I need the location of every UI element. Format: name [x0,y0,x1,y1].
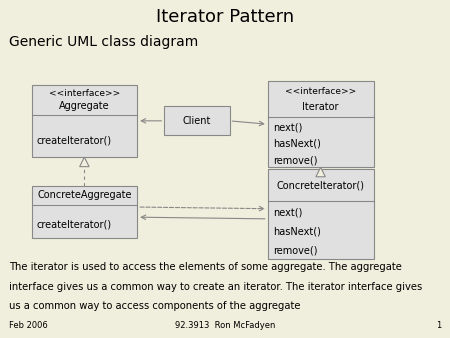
Polygon shape [80,157,89,167]
Polygon shape [316,167,325,177]
Text: createIterator(): createIterator() [37,220,112,230]
Text: Client: Client [183,116,211,126]
Text: Generic UML class diagram: Generic UML class diagram [9,35,198,49]
FancyBboxPatch shape [164,106,230,135]
Text: The iterator is used to access the elements of some aggregate. The aggregate: The iterator is used to access the eleme… [9,262,402,272]
Text: interface gives us a common way to create an iterator. The iterator interface gi: interface gives us a common way to creat… [9,282,422,292]
FancyBboxPatch shape [32,186,137,238]
FancyBboxPatch shape [268,169,374,259]
Text: <<interface>>: <<interface>> [285,87,356,96]
Text: ConcreteIterator(): ConcreteIterator() [277,180,364,190]
Text: hasNext(): hasNext() [273,227,321,237]
FancyBboxPatch shape [32,84,137,157]
Text: <<interface>>: <<interface>> [49,89,120,98]
Text: remove(): remove() [273,155,318,166]
Text: Aggregate: Aggregate [59,101,110,112]
Text: Feb 2006: Feb 2006 [9,320,48,330]
Text: hasNext(): hasNext() [273,139,321,149]
Text: createIterator(): createIterator() [37,135,112,145]
Text: remove(): remove() [273,246,318,256]
Text: 92.3913  Ron McFadyen: 92.3913 Ron McFadyen [175,320,275,330]
Text: next(): next() [273,122,302,132]
Text: ConcreteAggregate: ConcreteAggregate [37,190,131,200]
Text: Iterator Pattern: Iterator Pattern [156,8,294,26]
Text: Iterator: Iterator [302,102,339,112]
Text: us a common way to access components of the aggregate: us a common way to access components of … [9,301,301,311]
Text: 1: 1 [436,320,441,330]
FancyBboxPatch shape [268,81,374,167]
Text: next(): next() [273,208,302,218]
